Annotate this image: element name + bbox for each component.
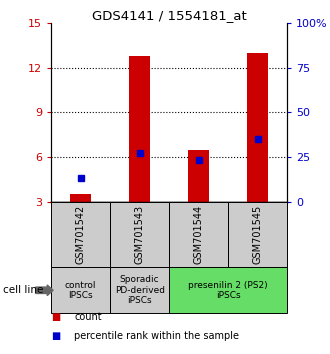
Text: count: count [74,312,102,322]
Bar [247,53,268,202]
Text: Sporadic
PD-derived
iPSCs: Sporadic PD-derived iPSCs [115,275,165,305]
Bar [51,267,110,313]
Text: percentile rank within the sample: percentile rank within the sample [74,331,239,341]
Text: ■: ■ [51,312,60,322]
Text: presenilin 2 (PS2)
iPSCs: presenilin 2 (PS2) iPSCs [188,281,268,300]
Bar [169,267,287,313]
Text: ■: ■ [51,331,60,341]
Title: GDS4141 / 1554181_at: GDS4141 / 1554181_at [92,9,247,22]
Bar [169,202,228,267]
Bar [110,202,169,267]
Bar [188,150,209,202]
Bar [51,202,110,267]
Text: GSM701544: GSM701544 [194,205,204,264]
Text: cell line: cell line [3,285,44,295]
Bar [110,267,169,313]
Text: GSM701542: GSM701542 [76,205,86,264]
Text: GSM701543: GSM701543 [135,205,145,264]
Bar [228,202,287,267]
Text: control
IPSCs: control IPSCs [65,281,96,300]
Text: GSM701545: GSM701545 [252,205,263,264]
Bar [70,194,91,202]
Bar [129,56,150,202]
